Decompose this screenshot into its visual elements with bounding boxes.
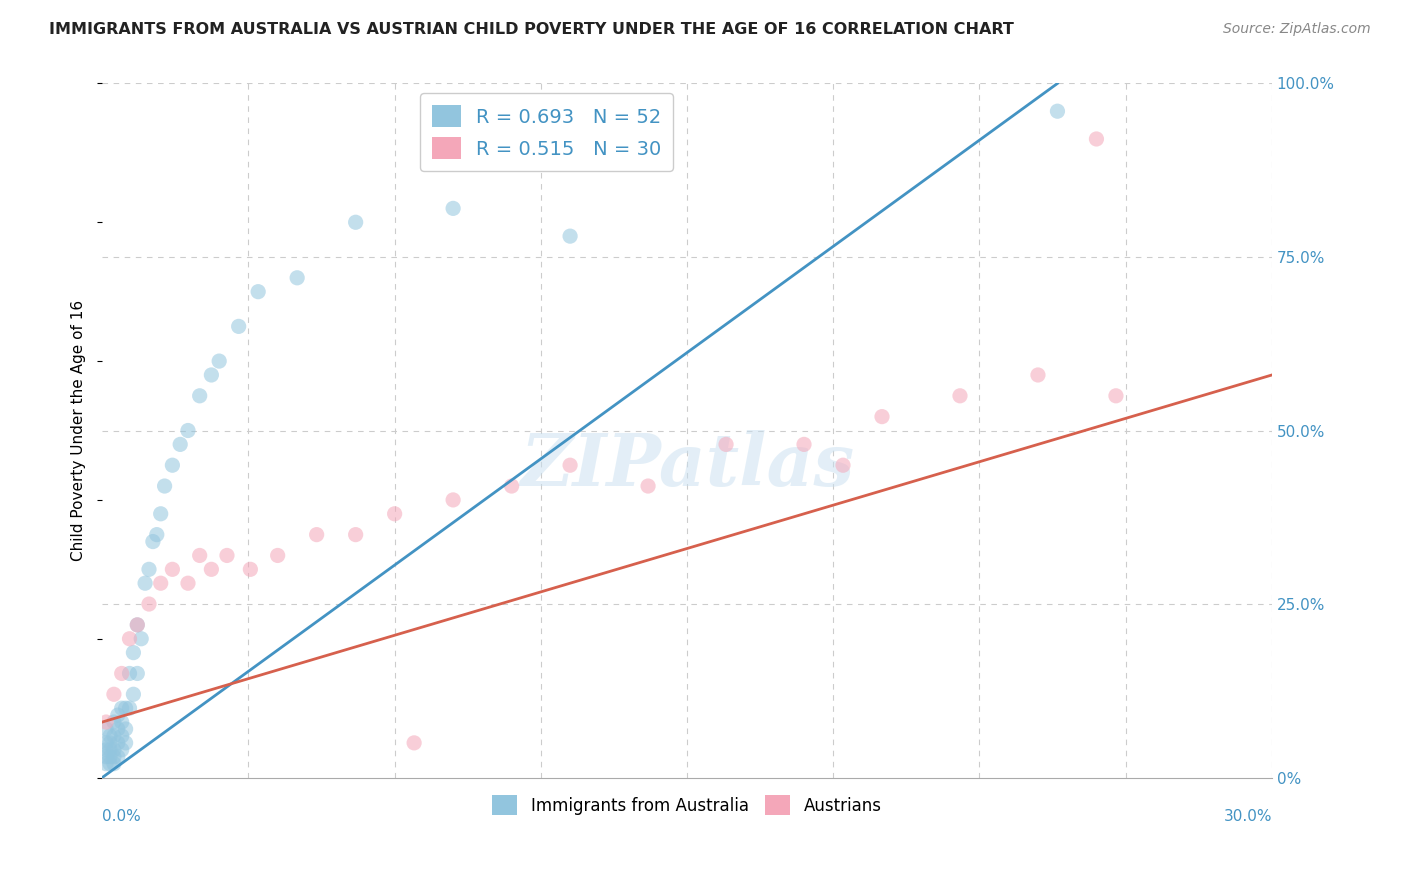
- Legend: Immigrants from Australia, Austrians: Immigrants from Australia, Austrians: [485, 789, 889, 822]
- Point: [149, 507, 172, 521]
- Point: [129, 632, 152, 646]
- Point: [98, 749, 121, 764]
- Point: [103, 743, 125, 757]
- Point: [949, 389, 972, 403]
- Point: [558, 458, 581, 473]
- Point: [247, 285, 270, 299]
- Point: [149, 576, 172, 591]
- Point: [384, 507, 406, 521]
- Point: [177, 424, 200, 438]
- Point: [714, 437, 737, 451]
- Point: [94, 736, 117, 750]
- Point: [111, 729, 134, 743]
- Text: IMMIGRANTS FROM AUSTRALIA VS AUSTRIAN CHILD POVERTY UNDER THE AGE OF 16 CORRELAT: IMMIGRANTS FROM AUSTRALIA VS AUSTRIAN CH…: [49, 22, 1014, 37]
- Point: [441, 202, 464, 216]
- Point: [98, 729, 121, 743]
- Point: [98, 743, 121, 757]
- Y-axis label: Child Poverty Under the Age of 16: Child Poverty Under the Age of 16: [72, 300, 86, 561]
- Point: [103, 714, 125, 729]
- Point: [94, 722, 117, 736]
- Point: [103, 756, 125, 771]
- Point: [127, 618, 149, 632]
- Point: [98, 756, 121, 771]
- Point: [118, 701, 141, 715]
- Point: [558, 229, 581, 244]
- Text: ZIPatlas: ZIPatlas: [520, 430, 853, 500]
- Point: [103, 729, 125, 743]
- Point: [441, 492, 464, 507]
- Point: [94, 743, 117, 757]
- Point: [344, 527, 367, 541]
- Point: [118, 632, 141, 646]
- Point: [127, 666, 149, 681]
- Point: [142, 534, 165, 549]
- Point: [114, 722, 136, 736]
- Text: 0.0%: 0.0%: [103, 809, 141, 824]
- Point: [344, 215, 367, 229]
- Point: [1085, 132, 1108, 146]
- Point: [122, 687, 145, 701]
- Point: [188, 389, 211, 403]
- Point: [200, 562, 222, 576]
- Point: [127, 618, 149, 632]
- Point: [114, 701, 136, 715]
- Point: [118, 666, 141, 681]
- Point: [146, 527, 169, 541]
- Text: 30.0%: 30.0%: [1223, 809, 1272, 824]
- Point: [208, 354, 231, 368]
- Point: [162, 458, 184, 473]
- Point: [111, 714, 134, 729]
- Point: [793, 437, 815, 451]
- Point: [162, 562, 184, 576]
- Point: [1105, 389, 1128, 403]
- Point: [107, 736, 129, 750]
- Point: [200, 368, 222, 382]
- Point: [122, 646, 145, 660]
- Point: [404, 736, 426, 750]
- Point: [138, 597, 160, 611]
- Point: [94, 756, 117, 771]
- Point: [1026, 368, 1049, 382]
- Point: [188, 549, 211, 563]
- Point: [111, 666, 134, 681]
- Point: [215, 549, 238, 563]
- Point: [111, 743, 134, 757]
- Point: [285, 270, 308, 285]
- Point: [114, 736, 136, 750]
- Point: [138, 562, 160, 576]
- Point: [228, 319, 250, 334]
- Point: [832, 458, 855, 473]
- Point: [239, 562, 262, 576]
- Point: [107, 749, 129, 764]
- Point: [111, 701, 134, 715]
- Point: [107, 722, 129, 736]
- Point: [94, 749, 117, 764]
- Point: [169, 437, 191, 451]
- Point: [103, 749, 125, 764]
- Point: [153, 479, 176, 493]
- Point: [94, 714, 117, 729]
- Point: [177, 576, 200, 591]
- Point: [134, 576, 156, 591]
- Point: [107, 708, 129, 723]
- Text: Source: ZipAtlas.com: Source: ZipAtlas.com: [1223, 22, 1371, 37]
- Point: [98, 736, 121, 750]
- Point: [266, 549, 288, 563]
- Point: [305, 527, 328, 541]
- Point: [1046, 104, 1069, 119]
- Point: [501, 479, 523, 493]
- Point: [103, 687, 125, 701]
- Point: [637, 479, 659, 493]
- Point: [870, 409, 893, 424]
